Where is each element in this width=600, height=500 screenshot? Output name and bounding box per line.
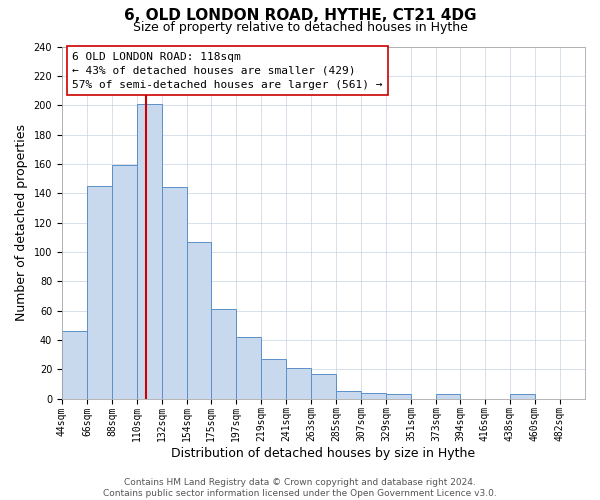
Y-axis label: Number of detached properties: Number of detached properties bbox=[15, 124, 28, 321]
Bar bbox=[336, 391, 361, 398]
Bar bbox=[311, 374, 336, 398]
Text: Size of property relative to detached houses in Hythe: Size of property relative to detached ho… bbox=[133, 21, 467, 34]
Bar bbox=[361, 392, 386, 398]
Text: Contains HM Land Registry data © Crown copyright and database right 2024.
Contai: Contains HM Land Registry data © Crown c… bbox=[103, 478, 497, 498]
Bar bbox=[112, 166, 137, 398]
Bar bbox=[211, 309, 236, 398]
Bar bbox=[137, 104, 162, 399]
Bar bbox=[236, 337, 261, 398]
Bar bbox=[87, 186, 112, 398]
Bar bbox=[187, 242, 211, 398]
Text: 6, OLD LONDON ROAD, HYTHE, CT21 4DG: 6, OLD LONDON ROAD, HYTHE, CT21 4DG bbox=[124, 8, 476, 22]
Bar bbox=[510, 394, 535, 398]
Bar bbox=[436, 394, 460, 398]
Bar bbox=[386, 394, 411, 398]
Bar bbox=[286, 368, 311, 398]
X-axis label: Distribution of detached houses by size in Hythe: Distribution of detached houses by size … bbox=[172, 447, 476, 460]
Text: 6 OLD LONDON ROAD: 118sqm
← 43% of detached houses are smaller (429)
57% of semi: 6 OLD LONDON ROAD: 118sqm ← 43% of detac… bbox=[73, 52, 383, 90]
Bar bbox=[162, 188, 187, 398]
Bar bbox=[62, 331, 87, 398]
Bar bbox=[261, 359, 286, 399]
